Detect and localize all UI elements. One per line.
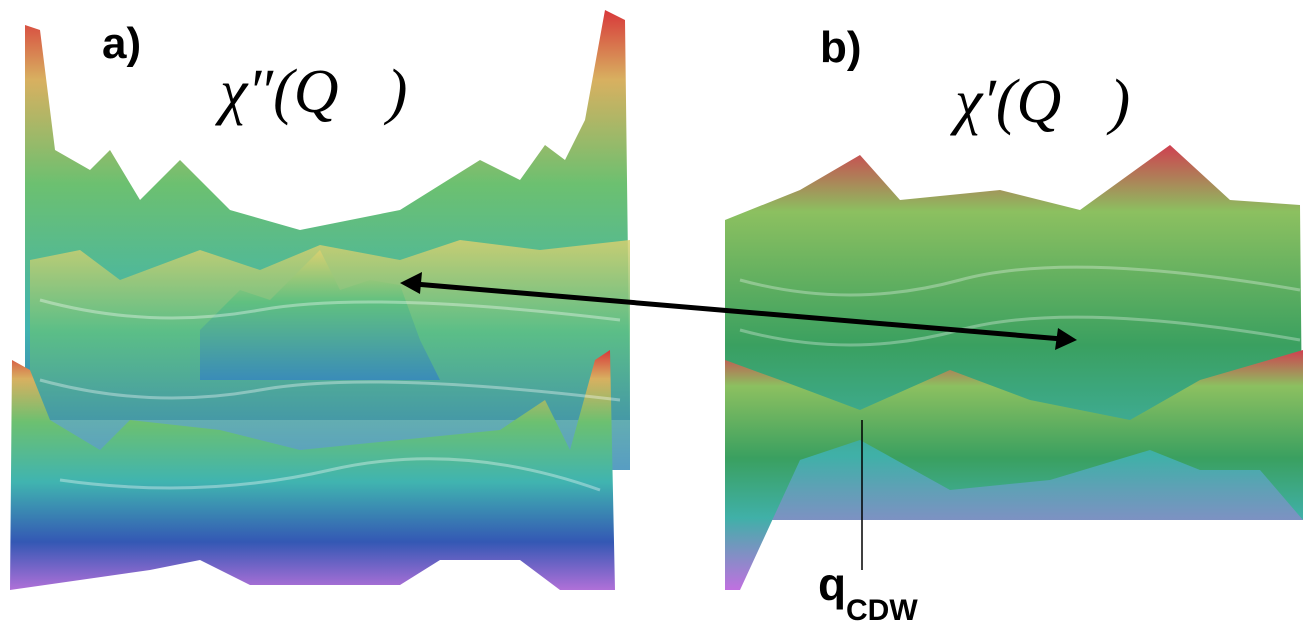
annotation-symbol: q	[818, 558, 846, 610]
formula: χ″(Q⃗)	[215, 58, 407, 126]
panel-label: b)	[820, 23, 862, 72]
panel-label: a)	[102, 19, 141, 68]
annotation-subscript: CDW	[846, 594, 918, 627]
formula: χ′(Q⃗)	[950, 68, 1130, 136]
surface-b	[725, 145, 1303, 590]
figure: a) χ″(Q⃗) b) χ′(Q⃗) q CDW	[0, 0, 1303, 627]
